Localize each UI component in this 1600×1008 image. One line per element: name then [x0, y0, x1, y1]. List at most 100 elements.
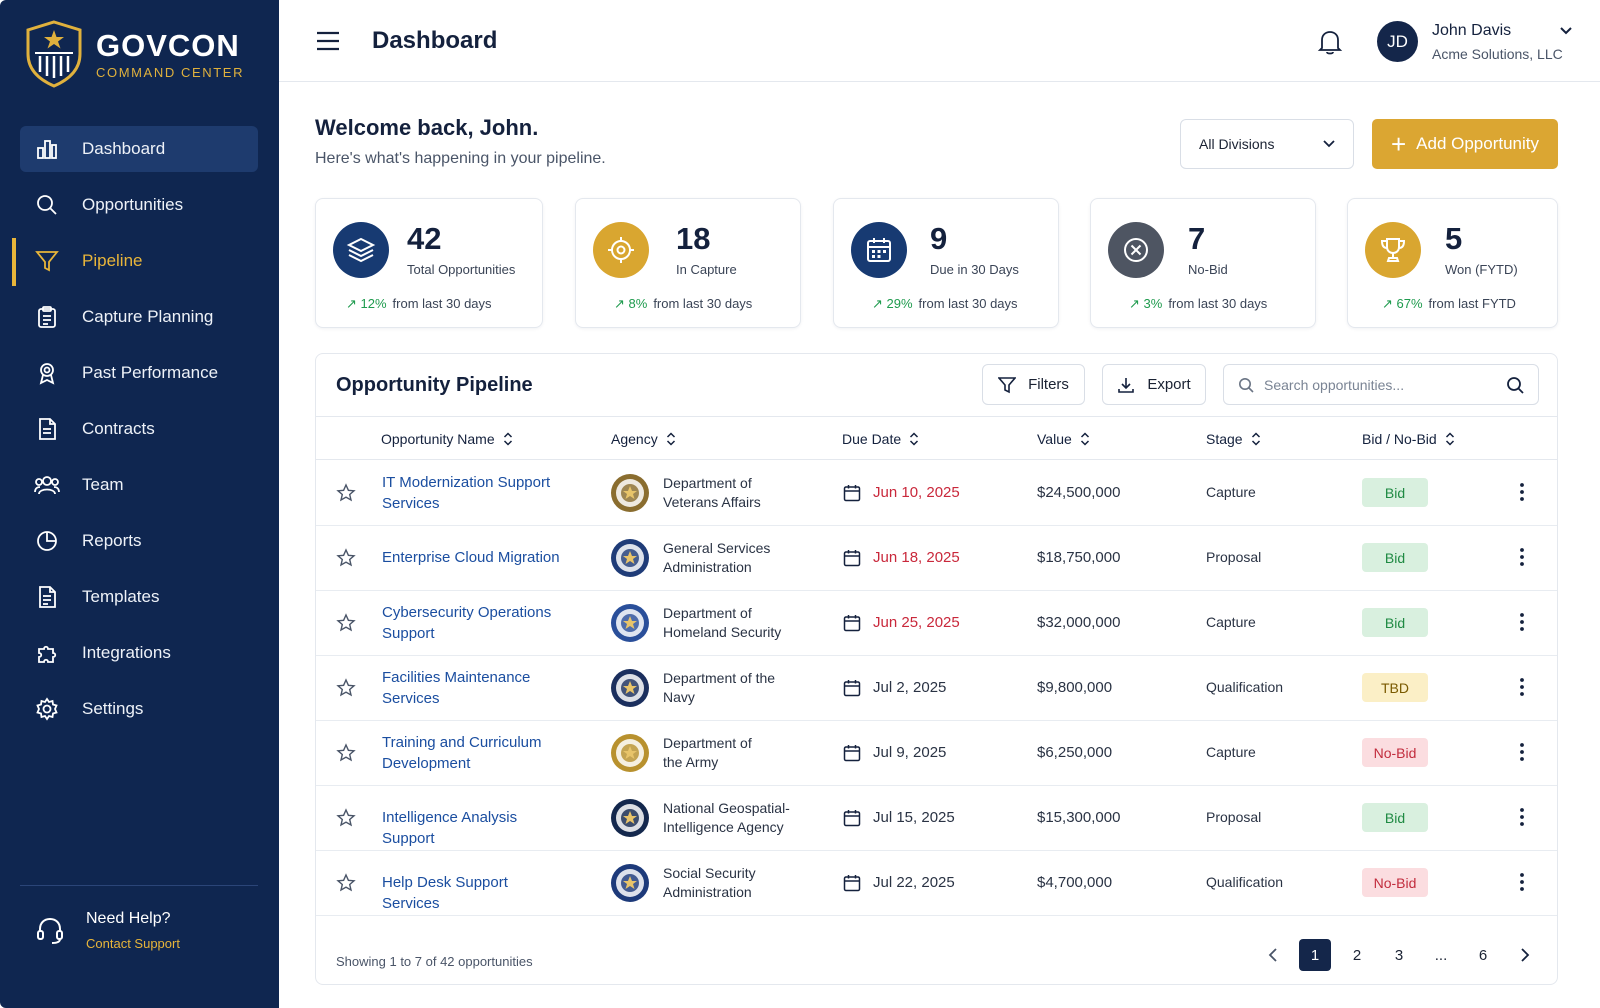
stat-value: 42 [407, 221, 442, 256]
chevron-down-icon[interactable] [1559, 26, 1573, 36]
sidebar-item-reports[interactable]: Reports [20, 518, 258, 564]
sidebar-item-team[interactable]: Team [20, 462, 258, 508]
page-button-1[interactable]: 1 [1299, 939, 1331, 971]
agency-seal-icon [611, 864, 649, 902]
star-icon[interactable] [336, 808, 356, 828]
award-ribbon-icon [34, 360, 60, 386]
column-header-agency[interactable]: Agency [611, 431, 676, 447]
sidebar-item-label: Pipeline [82, 251, 143, 270]
column-header-bid-no-bid[interactable]: Bid / No-Bid [1362, 431, 1455, 447]
star-icon[interactable] [336, 548, 356, 568]
user-name[interactable]: John Davis [1432, 22, 1512, 39]
more-vertical-icon[interactable] [1519, 612, 1525, 632]
chevron-left-icon [1268, 948, 1277, 962]
stat-card-nobid[interactable]: 7 No-Bid ↗ 3% from last 30 days [1090, 198, 1316, 328]
stat-card-capture[interactable]: 18 In Capture ↗ 8% from last 30 days [575, 198, 801, 328]
next-page-button[interactable] [1509, 939, 1541, 971]
sidebar-item-capture-planning[interactable]: Capture Planning [20, 294, 258, 340]
sidebar-item-past-performance[interactable]: Past Performance [20, 350, 258, 396]
calendar-icon [843, 810, 861, 827]
avatar[interactable]: JD [1377, 21, 1418, 62]
page-ellipsis: ... [1434, 946, 1448, 964]
opportunity-name-link[interactable]: Training and Curriculum Development [382, 734, 542, 772]
table-row[interactable]: Enterprise Cloud Migration General Servic… [316, 525, 1557, 591]
table-row[interactable]: Training and Curriculum Development Depar… [316, 720, 1557, 786]
opportunity-name-link[interactable]: Enterprise Cloud Migration [382, 549, 560, 566]
bar-chart-icon [34, 136, 60, 162]
agency-name: Department of Homeland Security [663, 605, 782, 640]
star-icon[interactable] [336, 678, 356, 698]
sidebar-item-opportunities[interactable]: Opportunities [20, 182, 258, 228]
star-icon[interactable] [336, 613, 356, 633]
filters-button[interactable]: Filters [982, 364, 1085, 405]
sort-icon [910, 432, 919, 446]
opportunity-value: $18,750,000 [1037, 549, 1121, 566]
prev-page-button[interactable] [1257, 939, 1289, 971]
column-header-due-date[interactable]: Due Date [842, 431, 919, 447]
star-icon[interactable] [336, 873, 356, 893]
stat-card-due[interactable]: 9 Due in 30 Days ↗ 29% from last 30 days [833, 198, 1059, 328]
more-vertical-icon[interactable] [1519, 482, 1525, 502]
agency-seal-icon [611, 604, 649, 642]
opportunity-name-link[interactable]: Facilities Maintenance Services [382, 669, 531, 707]
more-vertical-icon[interactable] [1519, 547, 1525, 567]
table-row[interactable]: Cybersecurity Operations Support Departme… [316, 590, 1557, 656]
page-button-2[interactable]: 2 [1352, 946, 1362, 964]
due-date: Jul 22, 2025 [873, 874, 955, 891]
bell-icon[interactable] [1317, 28, 1343, 56]
more-vertical-icon[interactable] [1519, 872, 1525, 892]
template-document-icon [34, 584, 60, 610]
star-icon[interactable] [336, 743, 356, 763]
division-select[interactable]: All Divisions [1180, 119, 1354, 169]
more-vertical-icon[interactable] [1519, 677, 1525, 697]
sidebar-item-integrations[interactable]: Integrations [20, 630, 258, 676]
sidebar-item-label: Past Performance [82, 363, 219, 382]
star-icon[interactable] [336, 483, 356, 503]
contact-support-link[interactable]: Contact Support [86, 936, 180, 951]
column-header-value[interactable]: Value [1037, 431, 1090, 447]
agency-name: Department of the Navy [663, 670, 776, 705]
page-button-3[interactable]: 3 [1394, 946, 1404, 964]
more-vertical-icon[interactable] [1519, 742, 1525, 762]
filter-icon [998, 376, 1017, 393]
trend-up-icon: ↗ 12% [346, 296, 387, 311]
bid-status-badge: No-Bid [1362, 868, 1428, 897]
sidebar-item-settings[interactable]: Settings [20, 686, 258, 732]
table-row[interactable]: Facilities Maintenance Services Departmen… [316, 655, 1557, 721]
hamburger-menu-icon[interactable] [315, 30, 341, 52]
sidebar-item-templates[interactable]: Templates [20, 574, 258, 620]
opportunity-name-link[interactable]: Help Desk Support Services [382, 874, 508, 912]
column-header-opportunity-name[interactable]: Opportunity Name [381, 431, 513, 447]
opportunity-name-link[interactable]: Cybersecurity Operations Support [382, 604, 552, 642]
page-button-6[interactable]: 6 [1478, 946, 1488, 964]
stat-label: Due in 30 Days [930, 262, 1019, 277]
sidebar-item-label: Integrations [82, 643, 171, 662]
add-opportunity-button[interactable]: + Add Opportunity [1372, 119, 1558, 169]
sidebar-item-label: Dashboard [82, 139, 166, 158]
help-section[interactable]: Need Help? Contact Support [34, 910, 180, 951]
brand-logo[interactable]: GOVCON COMMAND CENTER [24, 20, 244, 88]
agency-seal-icon [611, 474, 649, 512]
more-vertical-icon[interactable] [1519, 807, 1525, 827]
sidebar-item-contracts[interactable]: Contracts [20, 406, 258, 452]
search-submit-icon[interactable] [1506, 376, 1524, 394]
table-row[interactable]: Help Desk Support Services Social Securit… [316, 850, 1557, 916]
agency-seal-icon [611, 734, 649, 772]
table-row[interactable]: IT Modernization Support Services Departm… [316, 460, 1557, 526]
export-button[interactable]: Export [1102, 364, 1206, 405]
sidebar-item-pipeline[interactable]: Pipeline [12, 238, 258, 286]
stat-card-won[interactable]: 5 Won (FYTD) ↗ 67% from last FYTD [1347, 198, 1558, 328]
sort-icon [1251, 432, 1260, 446]
calendar-icon [843, 615, 861, 632]
table-row[interactable]: Intelligence Analysis Support National Ge… [316, 785, 1557, 851]
search-box[interactable] [1223, 364, 1539, 405]
calendar-icon [843, 550, 861, 567]
column-header-stage[interactable]: Stage [1206, 431, 1261, 447]
opportunity-name-link[interactable]: Intelligence Analysis Support [382, 809, 518, 847]
stage-label: Capture [1206, 484, 1256, 500]
opportunity-name-link[interactable]: IT Modernization Support Services [382, 474, 551, 512]
sidebar-item-dashboard[interactable]: Dashboard [20, 126, 258, 172]
stat-card-total[interactable]: 42 Total Opportunities ↗ 12% from last 30… [315, 198, 543, 328]
stat-trend: ↗ 8% from last 30 days [614, 296, 753, 311]
search-input[interactable] [1264, 376, 1506, 393]
